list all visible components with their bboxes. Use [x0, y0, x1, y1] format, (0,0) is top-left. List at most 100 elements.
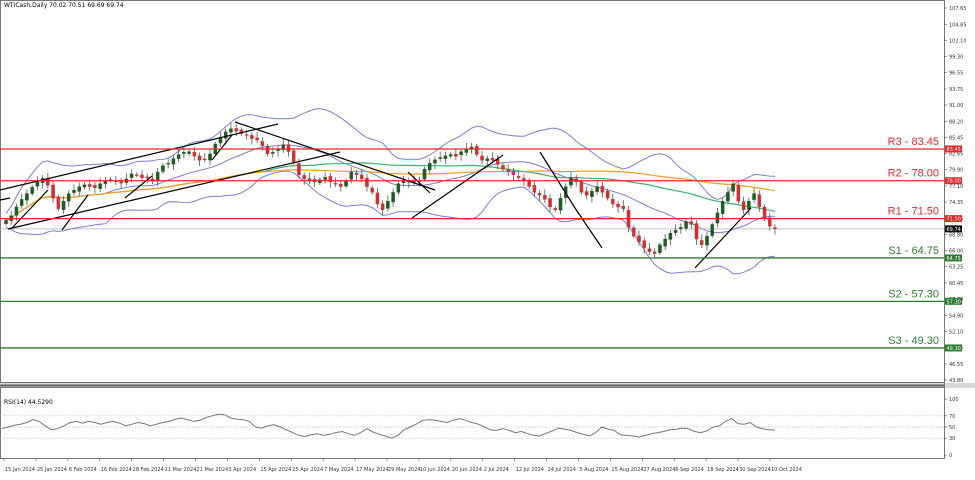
bullish-candle[interactable]: [208, 153, 212, 161]
bullish-candle[interactable]: [710, 224, 714, 236]
trendline[interactable]: [7, 151, 341, 230]
bullish-candle[interactable]: [129, 173, 134, 178]
bullish-candle[interactable]: [103, 181, 108, 184]
bullish-candle[interactable]: [679, 227, 683, 230]
bearish-candle[interactable]: [286, 144, 291, 152]
bearish-candle[interactable]: [762, 206, 767, 219]
bearish-candle[interactable]: [642, 240, 646, 248]
bearish-candle[interactable]: [239, 129, 244, 134]
bullish-candle[interactable]: [35, 181, 40, 187]
bearish-candle[interactable]: [621, 205, 626, 209]
bearish-candle[interactable]: [605, 190, 610, 199]
bullish-candle[interactable]: [323, 177, 327, 180]
trendline[interactable]: [61, 194, 89, 231]
bullish-candle[interactable]: [171, 158, 176, 165]
bearish-candle[interactable]: [255, 137, 259, 141]
bullish-candle[interactable]: [161, 165, 165, 172]
bearish-candle[interactable]: [375, 192, 380, 205]
bullish-candle[interactable]: [223, 131, 228, 139]
bearish-candle[interactable]: [354, 172, 359, 176]
trendline[interactable]: [574, 207, 603, 249]
bullish-candle[interactable]: [752, 193, 756, 200]
bearish-candle[interactable]: [511, 170, 516, 176]
bearish-candle[interactable]: [579, 181, 584, 193]
bearish-candle[interactable]: [773, 227, 777, 230]
bullish-candle[interactable]: [30, 187, 34, 194]
bearish-candle[interactable]: [56, 196, 61, 209]
bearish-candle[interactable]: [380, 203, 385, 211]
bullish-candle[interactable]: [98, 183, 102, 189]
bullish-candle[interactable]: [82, 184, 87, 188]
bearish-candle[interactable]: [145, 176, 149, 179]
trendline[interactable]: [234, 121, 436, 191]
bearish-candle[interactable]: [93, 185, 97, 188]
trendline[interactable]: [211, 134, 233, 161]
bullish-candle[interactable]: [25, 193, 29, 201]
trendline[interactable]: [411, 154, 504, 219]
bearish-candle[interactable]: [490, 157, 495, 161]
bearish-candle[interactable]: [370, 187, 374, 193]
bearish-candle[interactable]: [532, 185, 537, 193]
bearish-candle[interactable]: [694, 223, 699, 240]
bullish-candle[interactable]: [459, 151, 463, 156]
bearish-candle[interactable]: [297, 163, 301, 176]
bullish-candle[interactable]: [72, 189, 76, 193]
bearish-candle[interactable]: [339, 183, 343, 187]
bearish-candle[interactable]: [203, 158, 207, 161]
bearish-candle[interactable]: [475, 145, 479, 155]
bearish-candle[interactable]: [480, 155, 484, 161]
bearish-candle[interactable]: [700, 240, 704, 245]
bearish-candle[interactable]: [87, 184, 92, 187]
bullish-candle[interactable]: [422, 168, 427, 180]
bullish-candle[interactable]: [4, 220, 8, 225]
bearish-candle[interactable]: [244, 134, 249, 136]
bullish-candle[interactable]: [720, 200, 725, 214]
bullish-candle[interactable]: [726, 192, 730, 202]
bearish-candle[interactable]: [757, 194, 762, 208]
bearish-candle[interactable]: [516, 176, 521, 178]
bullish-candle[interactable]: [438, 157, 442, 159]
bearish-candle[interactable]: [537, 193, 542, 196]
trendline[interactable]: [124, 175, 153, 199]
bullish-candle[interactable]: [658, 244, 662, 253]
bearish-candle[interactable]: [689, 221, 694, 225]
bearish-candle[interactable]: [291, 150, 296, 163]
trendline[interactable]: [0, 197, 11, 201]
bearish-candle[interactable]: [119, 181, 123, 184]
bearish-candle[interactable]: [250, 135, 254, 139]
bullish-candle[interactable]: [14, 206, 19, 216]
bullish-candle[interactable]: [663, 238, 667, 247]
bearish-candle[interactable]: [359, 174, 364, 180]
trendline[interactable]: [11, 189, 49, 229]
bullish-candle[interactable]: [344, 180, 348, 187]
bullish-candle[interactable]: [433, 159, 437, 164]
bullish-candle[interactable]: [673, 230, 678, 233]
bullish-candle[interactable]: [715, 212, 720, 224]
bearish-candle[interactable]: [616, 203, 620, 208]
bearish-candle[interactable]: [647, 248, 652, 252]
bearish-candle[interactable]: [543, 195, 547, 200]
bullish-candle[interactable]: [731, 183, 735, 192]
bearish-candle[interactable]: [637, 235, 641, 243]
bearish-candle[interactable]: [333, 183, 338, 185]
bullish-candle[interactable]: [155, 171, 160, 182]
bearish-candle[interactable]: [611, 199, 615, 205]
bullish-candle[interactable]: [67, 193, 71, 202]
bearish-candle[interactable]: [506, 168, 510, 173]
bearish-candle[interactable]: [553, 208, 558, 211]
bullish-candle[interactable]: [229, 128, 233, 133]
bearish-candle[interactable]: [632, 227, 636, 237]
bearish-candle[interactable]: [51, 184, 55, 199]
bearish-candle[interactable]: [265, 146, 270, 155]
bearish-candle[interactable]: [46, 178, 50, 186]
bullish-candle[interactable]: [569, 177, 573, 186]
bullish-candle[interactable]: [443, 155, 448, 159]
bullish-candle[interactable]: [61, 200, 66, 210]
bullish-candle[interactable]: [391, 192, 395, 203]
bearish-candle[interactable]: [652, 251, 657, 254]
bullish-candle[interactable]: [187, 151, 191, 154]
bearish-candle[interactable]: [234, 128, 238, 132]
bearish-candle[interactable]: [768, 217, 772, 227]
bearish-candle[interactable]: [302, 175, 306, 180]
